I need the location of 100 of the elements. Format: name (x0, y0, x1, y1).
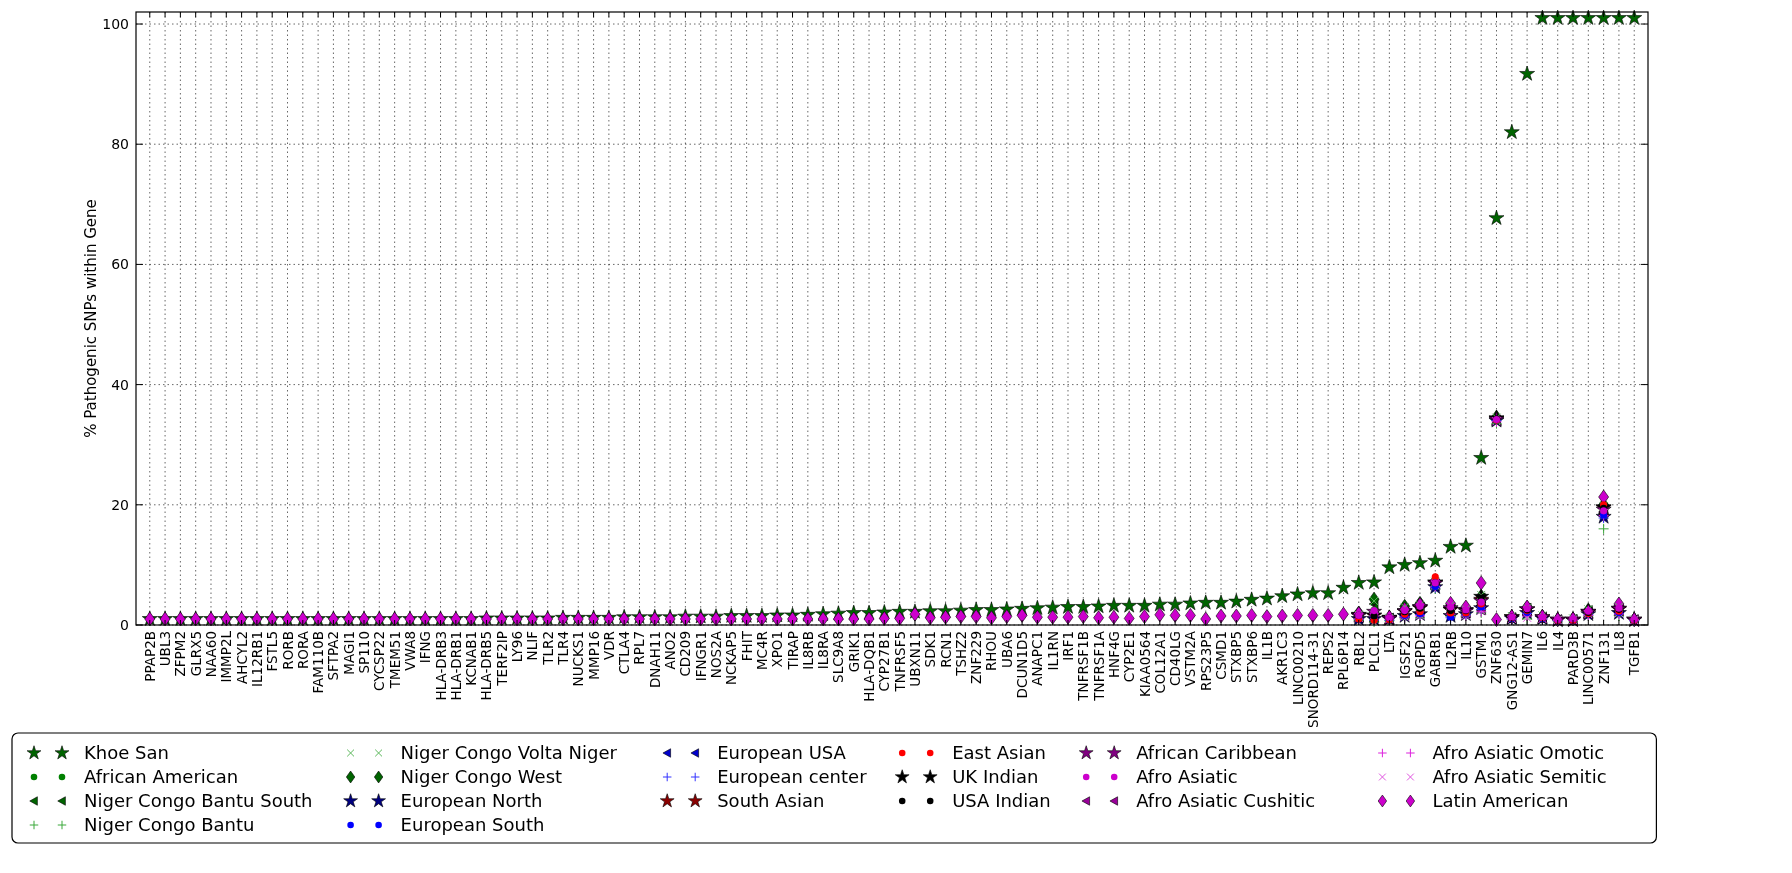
legend-label: UK Indian (952, 766, 1039, 788)
x-tick-label: PLCL1 (1366, 631, 1383, 673)
x-tick-label: VWA8 (401, 631, 418, 671)
x-tick-label: ZNF229 (968, 631, 985, 684)
legend-label: European USA (717, 742, 847, 764)
x-tick-label: HLA-DQB1 (861, 631, 878, 702)
legend-label: Niger Congo Bantu (84, 814, 255, 836)
x-tick-label: VSTM2A (1182, 630, 1199, 687)
x-tick-label: GSTM1 (1473, 631, 1490, 679)
x-tick-label: ANAPC1 (1029, 631, 1046, 686)
x-tick-label: SNORD114-31 (1304, 631, 1321, 728)
x-tick-label: NAA60 (202, 631, 219, 678)
x-tick-label: UBXN11 (906, 631, 923, 687)
x-tick-label: RGPD5 (1411, 631, 1428, 678)
x-tick-label: IL8RB (799, 631, 816, 670)
x-tick-label: HNF4G (1105, 631, 1122, 679)
x-tick-label: RPS23P5 (1197, 631, 1214, 691)
legend-label: European South (400, 814, 545, 836)
x-tick-label: TERF2IP (493, 631, 510, 687)
x-tick-label: RORB (279, 631, 296, 670)
x-tick-label: IL8RA (815, 630, 832, 670)
x-tick-label: RORA (294, 630, 311, 670)
y-tick-label: 0 (120, 616, 129, 633)
x-tick-label: AHCYL2 (233, 631, 250, 684)
y-axis-title: % Pathogenic SNPs within Gene (82, 199, 100, 438)
x-tick-label: NOS2A (708, 630, 725, 679)
x-tick-label: GNG12-AS1 (1503, 631, 1520, 711)
x-tick-label: KIAA0564 (1136, 631, 1153, 698)
x-tick-label: IL4 (1549, 631, 1566, 652)
x-tick-label: HLA-DRB3 (432, 631, 449, 701)
x-tick-label: DCUN1D5 (1014, 631, 1031, 699)
y-tick-label: 100 (102, 15, 129, 32)
x-tick-label: SP110 (356, 631, 373, 674)
x-tick-label: RPL7 (631, 631, 648, 665)
legend-label: Afro Asiatic Cushitic (1136, 790, 1316, 812)
x-tick-label: IL1B (1258, 631, 1275, 661)
x-tick-label: TLR4 (554, 631, 571, 666)
x-tick-label: ZNF630 (1488, 631, 1505, 684)
x-tick-label: COL12A1 (1151, 631, 1168, 694)
x-tick-label: STXBP6 (1243, 631, 1260, 684)
legend-label: Niger Congo West (400, 766, 563, 788)
x-tick-label: FSTL5 (264, 631, 281, 672)
x-tick-label: UBL3 (157, 631, 174, 667)
x-tick-label: CTLA4 (616, 631, 633, 675)
x-tick-label: PARD3B (1565, 631, 1582, 686)
legend-label: Khoe San (84, 742, 169, 764)
legend-label: South Asian (717, 790, 825, 812)
legend-label: Niger Congo Volta Niger (400, 742, 618, 764)
x-tick-label: TNFRSF5 (891, 631, 908, 693)
x-tick-label: RCN1 (937, 631, 954, 668)
y-tick-label: 20 (111, 496, 129, 513)
x-tick-label: NUCKS1 (570, 631, 587, 687)
x-tick-label: UBA6 (998, 631, 1015, 668)
x-tick-label: IL8 (1610, 631, 1627, 652)
x-tick-label: TMEM51 (386, 631, 403, 690)
x-tick-label: SLC9A8 (830, 631, 847, 683)
x-tick-label: IGSF21 (1396, 631, 1413, 679)
x-tick-label: KCNAB1 (463, 631, 480, 686)
x-tick-label: TLR2 (539, 631, 556, 666)
x-tick-label: TIRAP (784, 631, 801, 671)
x-tick-label: CD40LG (1167, 631, 1184, 686)
x-tick-label: IL2RB (1442, 631, 1459, 670)
x-tick-label: NLIF (524, 631, 541, 661)
x-tick-label: LINC00210 (1289, 631, 1306, 705)
x-tick-label: TNFRSF1A (1090, 630, 1107, 702)
x-tick-label: RPL6P14 (1335, 631, 1352, 690)
x-tick-label: IL10 (1457, 631, 1474, 660)
x-tick-label: GLRX5 (187, 631, 204, 677)
x-tick-label: FHIT (738, 630, 755, 662)
legend-label: European center (717, 766, 868, 788)
x-tick-label: CYCSP22 (371, 631, 388, 692)
y-tick-label: 40 (111, 376, 129, 393)
x-tick-label: LY96 (509, 631, 526, 663)
legend-label: Afro Asiatic Semitic (1432, 766, 1607, 788)
x-tick-label: RHOU (983, 631, 1000, 672)
x-tick-label: REPS2 (1320, 631, 1337, 675)
x-tick-label: HLA-DRB1 (447, 631, 464, 701)
x-tick-label: CSMD1 (1213, 631, 1230, 680)
x-tick-label: CYP2E1 (1121, 631, 1138, 683)
x-tick-label: XPO1 (769, 631, 786, 668)
y-tick-label: 80 (111, 136, 129, 153)
x-tick-label: RBL2 (1350, 631, 1367, 666)
x-tick-label: FAM110B (310, 631, 327, 694)
x-tick-label: LINC00571 (1580, 631, 1597, 705)
x-tick-label: ZNF131 (1595, 631, 1612, 684)
x-tick-label: ANO2 (662, 631, 679, 670)
legend-label: African American (84, 766, 239, 788)
x-tick-label: PPAP2B (141, 631, 158, 682)
x-tick-label: TNFRSF1B (1075, 631, 1092, 702)
x-tick-label: SDK1 (922, 631, 939, 668)
x-tick-label: GRIK1 (845, 631, 862, 673)
x-tick-label: HLA-DRB5 (478, 631, 495, 701)
x-tick-label: NCKAP5 (723, 631, 740, 686)
x-tick-label: IL12RB1 (248, 631, 265, 687)
x-tick-label: IFNGR1 (692, 631, 709, 682)
y-tick-label: 60 (111, 256, 129, 273)
x-tick-label: IRF1 (1059, 631, 1076, 661)
x-tick-label: MC4R (753, 631, 770, 671)
x-tick-label: IL1RN (1044, 631, 1061, 671)
x-tick-label: SFTPA2 (325, 631, 342, 681)
